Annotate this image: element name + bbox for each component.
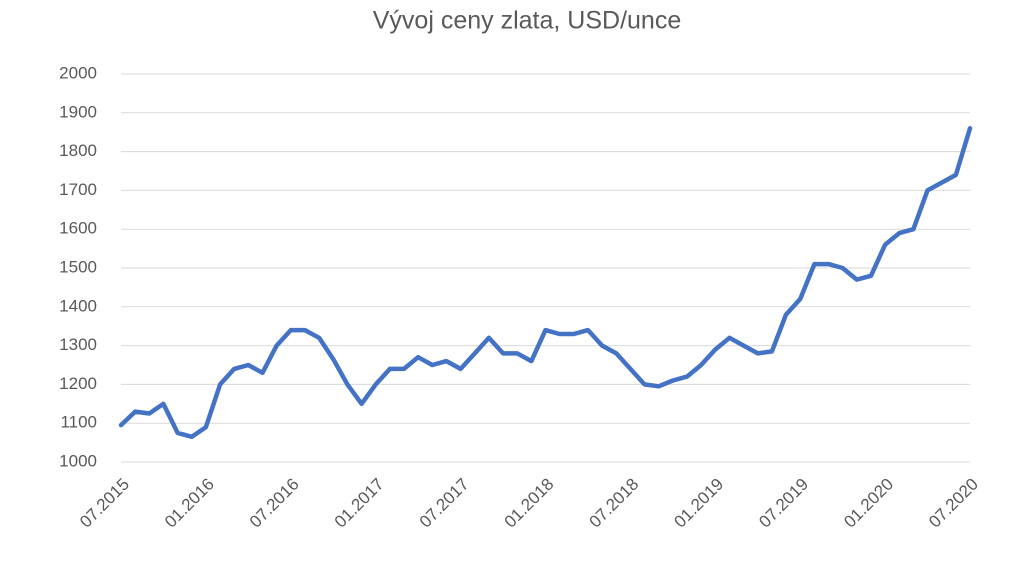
x-tick-label: 07.2017 bbox=[416, 475, 473, 532]
y-tick-label: 1000 bbox=[59, 451, 97, 470]
data-line bbox=[118, 126, 973, 440]
chart-title: Vývoj ceny zlata, USD/unce bbox=[373, 7, 681, 35]
y-tick-label: 2000 bbox=[59, 63, 97, 82]
y-tick-label: 1500 bbox=[59, 257, 97, 276]
x-tick-label: 07.2016 bbox=[246, 475, 303, 532]
x-tick-label: 07.2018 bbox=[586, 475, 643, 532]
x-tick-label: 01.2018 bbox=[501, 475, 558, 532]
y-tick-label: 1400 bbox=[59, 296, 97, 315]
x-tick-label: 07.2019 bbox=[755, 475, 812, 532]
x-tick-label: 01.2016 bbox=[161, 475, 218, 532]
x-tick-label: 01.2020 bbox=[840, 475, 897, 532]
y-tick-label: 1700 bbox=[59, 180, 97, 199]
y-tick-label: 1300 bbox=[59, 335, 97, 354]
y-tick-label: 1200 bbox=[59, 374, 97, 393]
y-tick-label: 1100 bbox=[60, 413, 97, 432]
x-tick-label: 01.2019 bbox=[670, 475, 727, 532]
x-tick-label: 07.2020 bbox=[925, 475, 982, 532]
y-tick-label: 1800 bbox=[59, 141, 97, 160]
x-tick-label: 07.2015 bbox=[76, 475, 133, 532]
y-tick-label: 1600 bbox=[59, 219, 97, 238]
x-tick-label: 01.2017 bbox=[331, 475, 388, 532]
y-tick-label: 1900 bbox=[59, 102, 97, 121]
